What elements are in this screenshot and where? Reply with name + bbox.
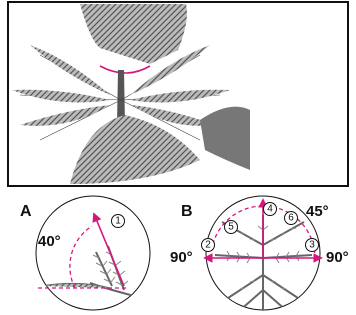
step-number: 6 xyxy=(288,213,294,224)
step-number: 5 xyxy=(228,222,234,233)
angle-label: 45° xyxy=(306,203,329,220)
step-number: 3 xyxy=(309,240,315,251)
angle-label: 90° xyxy=(326,249,349,266)
illustration: A 40° 1 B 45° 90° 90° 2 3 4 5 6 xyxy=(0,0,356,315)
detail-circle xyxy=(36,196,150,310)
step-number: 4 xyxy=(267,204,273,215)
angle-label: 40° xyxy=(38,233,61,250)
step-number: 1 xyxy=(115,216,121,227)
panel-label: B xyxy=(181,203,193,220)
angle-label: 90° xyxy=(170,249,193,266)
panel-label: A xyxy=(20,203,32,220)
step-number: 2 xyxy=(205,240,211,251)
photo xyxy=(8,2,348,186)
